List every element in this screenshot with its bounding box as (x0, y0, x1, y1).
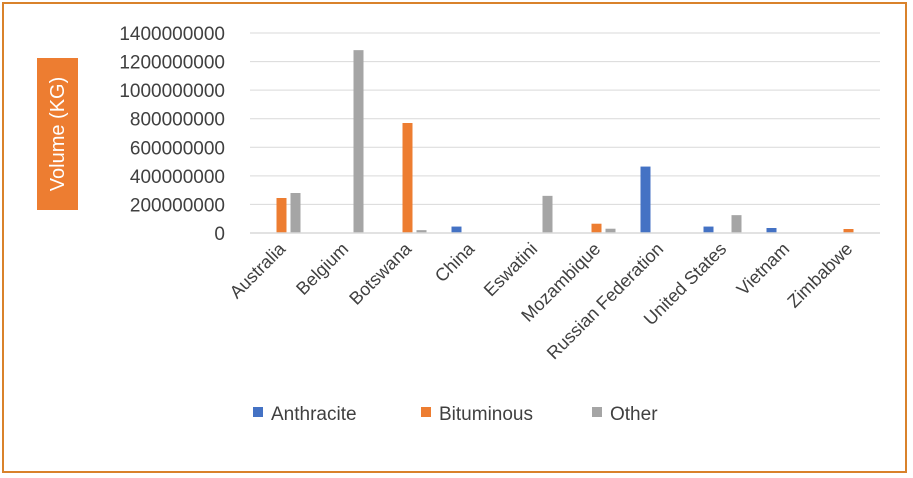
y-tick-label: 800000000 (130, 110, 225, 131)
y-axis-ticks: 0 200000000 400000000 600000000 800000000 100… (119, 24, 225, 245)
bars (276, 50, 854, 234)
legend-label-anthracite: Anthracite (271, 404, 357, 425)
x-tick-label: China (431, 238, 479, 286)
x-tick-label: Belgium (292, 239, 352, 299)
legend: Anthracite Bituminous Other (253, 404, 658, 425)
bar-other (605, 228, 616, 233)
bar-bituminous (276, 198, 287, 233)
legend-swatch-other (592, 407, 602, 417)
bar-other (416, 230, 427, 233)
bar-other (542, 195, 553, 233)
x-tick-label: Eswatini (480, 239, 542, 301)
x-tick-label: Zimbabwe (783, 239, 856, 312)
y-tick-label: 1000000000 (119, 81, 225, 102)
bar-other (353, 50, 364, 234)
y-axis-label-text: Volume (KG) (47, 77, 69, 191)
bar-bituminous (402, 123, 413, 233)
bar-bituminous (591, 223, 602, 233)
x-tick-label: Russian Federation (543, 239, 668, 364)
x-tick-label: Australia (226, 238, 290, 302)
y-tick-label: 600000000 (130, 138, 225, 159)
y-tick-label: 400000000 (130, 167, 225, 188)
legend-swatch-anthracite (253, 407, 263, 417)
y-axis-label-background (37, 58, 78, 210)
gridlines (250, 32, 880, 205)
bar-anthracite (451, 226, 462, 233)
legend-label-other: Other (610, 404, 658, 425)
y-tick-label: 0 (214, 224, 225, 245)
bar-anthracite (703, 226, 714, 233)
legend-label-bituminous: Bituminous (439, 404, 533, 425)
x-tick-label: Vietnam (733, 239, 794, 300)
y-tick-label: 1200000000 (119, 53, 225, 74)
bar-other (731, 215, 742, 233)
legend-swatch-bituminous (421, 407, 431, 417)
y-axis-label: Volume (KG) (37, 58, 78, 210)
chart-frame (2, 2, 907, 473)
bar-anthracite (640, 166, 651, 233)
x-tick-label: Botswana (345, 238, 416, 309)
bar-bituminous (843, 229, 854, 233)
y-tick-label: 1400000000 (119, 24, 225, 45)
y-tick-label: 200000000 (130, 195, 225, 216)
bar-anthracite (766, 228, 777, 233)
bar-other (290, 193, 301, 233)
